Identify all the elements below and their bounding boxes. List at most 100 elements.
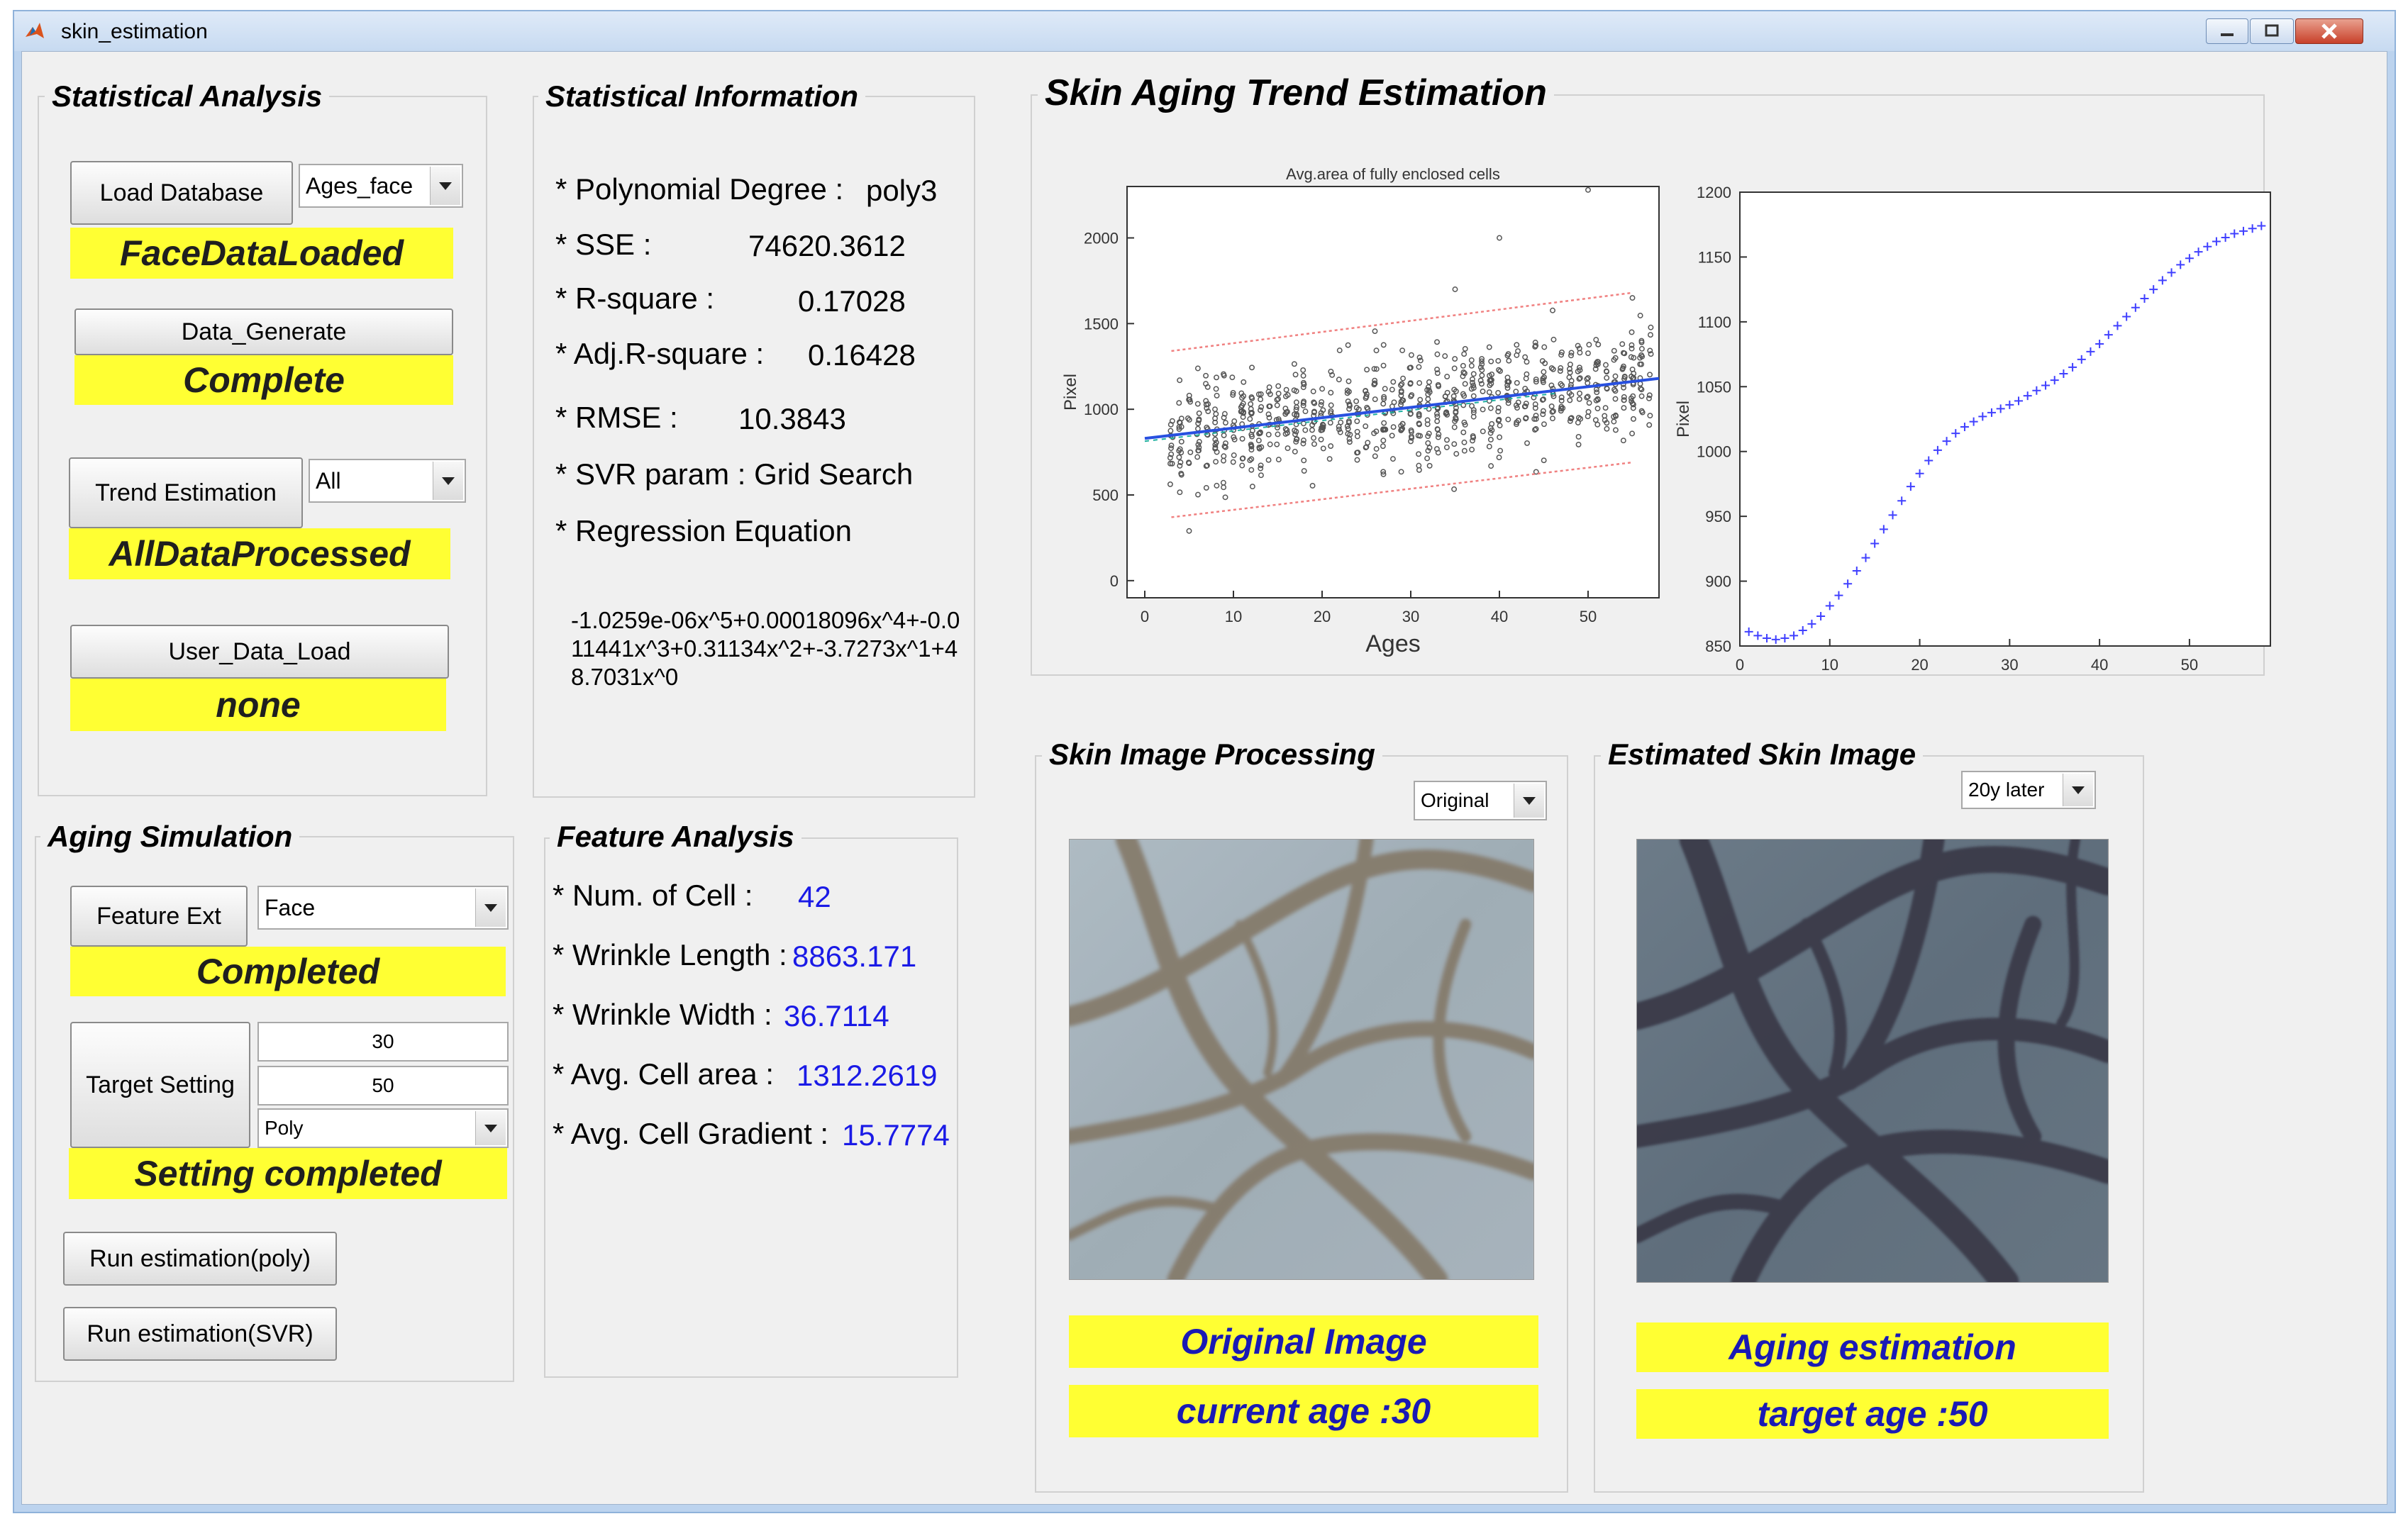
lower-bound-line bbox=[1171, 461, 1633, 518]
data-point bbox=[1442, 353, 1448, 360]
feature-status: Completed bbox=[70, 947, 506, 996]
data-point bbox=[1275, 391, 1282, 396]
run-estimation-poly-button[interactable]: Run estimation(poly) bbox=[63, 1232, 337, 1286]
data-point bbox=[1255, 391, 1262, 397]
data-point bbox=[1577, 364, 1582, 371]
data-generate-button[interactable]: Data_Generate bbox=[74, 308, 453, 355]
data-point bbox=[1486, 389, 1492, 396]
y-tick-label: 950 bbox=[1705, 508, 1731, 525]
data-point bbox=[1255, 438, 1262, 444]
data-point bbox=[1274, 441, 1280, 447]
data-point bbox=[1167, 455, 1173, 461]
data-point bbox=[1249, 484, 1255, 490]
chevron-down-icon[interactable] bbox=[475, 889, 506, 927]
data-point bbox=[1390, 410, 1397, 416]
feature-analysis-title: Feature Analysis bbox=[550, 819, 801, 854]
data-point bbox=[1345, 342, 1351, 348]
data-point bbox=[1621, 350, 1628, 357]
data-point bbox=[1452, 356, 1458, 362]
data-point bbox=[1568, 352, 1574, 359]
data-point bbox=[1637, 361, 1643, 367]
statistical-analysis-title: Statistical Analysis bbox=[45, 79, 330, 114]
trend-marker bbox=[1825, 601, 1834, 611]
data-point bbox=[1568, 378, 1575, 384]
chevron-down-icon[interactable] bbox=[2063, 774, 2093, 806]
data-point bbox=[1291, 361, 1297, 367]
feature-label: * Wrinkle Width : bbox=[553, 998, 772, 1031]
data-point bbox=[1444, 437, 1450, 443]
data-point bbox=[1238, 408, 1244, 415]
client-area: Statistical Analysis Load Database Ages_… bbox=[21, 51, 2387, 1505]
user-data-load-button[interactable]: User_Data_Load bbox=[70, 625, 449, 679]
data-point bbox=[1311, 435, 1317, 441]
data-point bbox=[1344, 390, 1350, 396]
data-point bbox=[1212, 406, 1218, 413]
data-point bbox=[1594, 396, 1601, 402]
data-point bbox=[1212, 445, 1219, 452]
original-skin-image bbox=[1069, 839, 1534, 1280]
trend-line-chart: 0 10 20 30 40 50 850 900 950 1000 1050 1100 1150 1200… bbox=[1674, 184, 2271, 674]
trend-marker bbox=[1744, 627, 1753, 636]
current-age-input[interactable]: 30 bbox=[257, 1022, 509, 1062]
data-point bbox=[1213, 459, 1219, 465]
data-point bbox=[1231, 436, 1238, 442]
svr-fit-line bbox=[1144, 392, 1557, 442]
chevron-down-icon[interactable] bbox=[1514, 784, 1544, 818]
feature-ext-button[interactable]: Feature Ext bbox=[70, 886, 248, 947]
data-point bbox=[1239, 455, 1245, 462]
target-age-caption: target age :50 bbox=[1636, 1389, 2109, 1439]
processing-select-value: Original bbox=[1421, 789, 1489, 811]
data-point bbox=[1168, 451, 1175, 457]
trend-marker bbox=[2014, 396, 2024, 406]
data-point bbox=[1371, 366, 1377, 372]
maximize-icon bbox=[2265, 24, 2279, 37]
data-point bbox=[1222, 420, 1228, 426]
trend-marker bbox=[1933, 445, 1942, 455]
trend-select[interactable]: All bbox=[309, 459, 466, 503]
data-point bbox=[1398, 469, 1404, 475]
data-point bbox=[1460, 402, 1467, 408]
data-point bbox=[1523, 416, 1528, 422]
maximize-button[interactable] bbox=[2250, 18, 2294, 44]
data-point bbox=[1346, 406, 1353, 412]
data-point bbox=[1559, 382, 1565, 389]
chevron-down-icon[interactable] bbox=[430, 167, 460, 205]
load-database-button[interactable]: Load Database bbox=[70, 161, 293, 225]
data-point bbox=[1284, 408, 1290, 415]
title-bar[interactable]: skin_estimation bbox=[14, 11, 2395, 51]
data-point bbox=[1364, 404, 1370, 411]
data-point bbox=[1345, 425, 1351, 432]
database-select[interactable]: Ages_face bbox=[299, 164, 463, 208]
data-point bbox=[1460, 362, 1466, 369]
feature-select[interactable]: Face bbox=[257, 886, 509, 930]
data-point bbox=[1195, 447, 1202, 454]
chevron-down-icon[interactable] bbox=[475, 1111, 506, 1145]
target-setting-button[interactable]: Target Setting bbox=[70, 1022, 250, 1148]
run-estimation-svr-button[interactable]: Run estimation(SVR) bbox=[63, 1307, 337, 1361]
data-point bbox=[1506, 357, 1512, 364]
data-point bbox=[1479, 356, 1485, 362]
trend-estimation-button[interactable]: Trend Estimation bbox=[69, 457, 303, 528]
data-point bbox=[1497, 434, 1503, 440]
avg-cell-gradient-value: 15.7774 bbox=[842, 1118, 950, 1152]
data-point bbox=[1532, 340, 1538, 345]
data-point bbox=[1619, 341, 1626, 347]
target-age-input[interactable]: 50 bbox=[257, 1066, 509, 1105]
data-point bbox=[1248, 441, 1254, 447]
data-point bbox=[1619, 366, 1626, 372]
method-select[interactable]: Poly bbox=[257, 1108, 509, 1148]
num-of-cell-value: 42 bbox=[798, 880, 831, 913]
processing-select[interactable]: Original bbox=[1414, 781, 1547, 820]
estimated-select[interactable]: 20y later bbox=[1961, 771, 2096, 809]
data-point bbox=[1301, 399, 1307, 405]
data-point bbox=[1302, 408, 1309, 415]
data-point bbox=[1336, 423, 1342, 430]
estimated-skin-image bbox=[1636, 839, 2109, 1283]
data-point bbox=[1328, 443, 1334, 450]
feature-select-value: Face bbox=[265, 894, 316, 920]
minimize-button[interactable] bbox=[2206, 18, 2248, 44]
close-button[interactable] bbox=[2295, 18, 2363, 44]
chevron-down-icon[interactable] bbox=[433, 462, 463, 500]
data-point bbox=[1328, 389, 1334, 396]
data-point bbox=[1603, 362, 1609, 368]
